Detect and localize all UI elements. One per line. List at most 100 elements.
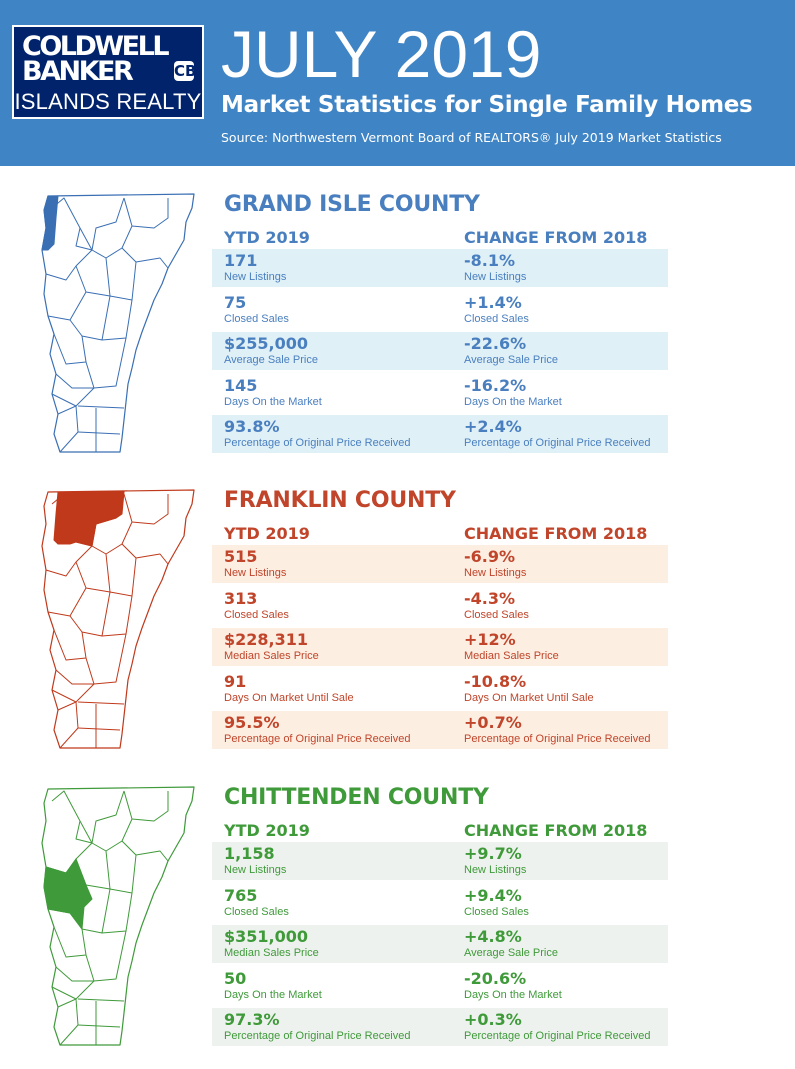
town-boundary (51, 197, 125, 251)
town-boundary (77, 431, 121, 435)
change-label: Average Sale Price (464, 947, 558, 959)
stat-row: 515 New Listings -6.9% New Listings (212, 545, 668, 583)
ytd-cell: $228,311 Median Sales Price (224, 628, 319, 663)
town-boundary (91, 521, 133, 555)
change-cell: -10.8% Days On Market Until Sale (464, 670, 594, 705)
ytd-column-header: YTD 2019 (224, 821, 310, 840)
stat-row: 765 Closed Sales +9.4% Closed Sales (212, 884, 668, 922)
town-boundary (47, 587, 87, 617)
change-cell: +4.8% Average Sale Price (464, 925, 558, 960)
change-label: Percentage of Original Price Received (464, 1030, 651, 1042)
change-cell: -22.6% Average Sale Price (464, 332, 558, 367)
stat-label: New Listings (224, 271, 287, 283)
stat-value: 313 (224, 588, 258, 608)
change-label: Percentage of Original Price Received (464, 437, 651, 449)
change-cell: -20.6% Days On the Market (464, 967, 562, 1002)
change-column-header: CHANGE FROM 2018 (464, 821, 648, 840)
town-boundary (57, 701, 77, 711)
change-column-header: CHANGE FROM 2018 (464, 524, 648, 543)
town-boundary (55, 373, 94, 389)
town-boundary (53, 629, 87, 661)
town-boundary (47, 291, 87, 321)
county-section-chittenden: CHITTENDEN COUNTY YTD 2019 CHANGE FROM 2… (0, 781, 795, 1051)
ytd-cell: 313 Closed Sales (224, 587, 289, 622)
town-boundary (101, 299, 133, 341)
stat-row: 95.5% Percentage of Original Price Receiv… (212, 711, 668, 749)
stat-value: 95.5% (224, 713, 280, 732)
change-label: Closed Sales (464, 312, 529, 325)
change-label: New Listings (464, 567, 527, 579)
change-label: Closed Sales (464, 608, 529, 621)
change-cell: -16.2% Days On the Market (464, 374, 562, 409)
stat-row: 1,158 New Listings +9.7% New Listings (212, 842, 668, 880)
stat-label: Percentage of Original Price Received (224, 733, 411, 745)
stat-value: 1,158 (224, 844, 275, 863)
stat-row: 75 Closed Sales +1.4% Closed Sales (212, 291, 668, 329)
change-cell: -6.9% New Listings (464, 545, 526, 580)
change-column-header: CHANGE FROM 2018 (464, 228, 648, 247)
change-label: Median Sales Price (464, 650, 559, 662)
town-boundary (45, 545, 93, 577)
stat-label: Days On the Market (224, 395, 322, 408)
town-boundary (101, 892, 133, 934)
change-value: +2.4% (464, 417, 522, 436)
stat-value: 93.8% (224, 417, 280, 436)
vermont-map-chittenden (41, 786, 195, 1046)
vermont-state-outline (41, 786, 195, 1046)
change-cell: -8.1% New Listings (464, 249, 526, 284)
town-boundary (123, 493, 169, 525)
town-boundary (75, 553, 111, 593)
stat-row: 93.8% Percentage of Original Price Receiv… (212, 415, 668, 453)
change-value: +0.3% (464, 1010, 522, 1029)
change-value: -4.3% (464, 588, 516, 608)
change-label: Percentage of Original Price Received (464, 733, 651, 745)
stat-value: 91 (224, 671, 247, 691)
town-boundary (77, 405, 125, 409)
stat-row: 171 New Listings -8.1% New Listings (212, 249, 668, 287)
logo-text-islands-realty: ISLANDS REALTY (14, 89, 202, 114)
vermont-map-grand-isle (41, 193, 195, 453)
change-value: +0.7% (464, 713, 522, 732)
change-value: -22.6% (464, 334, 527, 353)
town-boundary (51, 683, 95, 703)
stat-label: New Listings (224, 864, 287, 876)
stat-value: 97.3% (224, 1010, 280, 1029)
logo-text-coldwell: COLDWELL (22, 31, 170, 62)
county-name: GRAND ISLE COUNTY (224, 192, 480, 217)
stat-row: $228,311 Median Sales Price +12% Median Sal… (212, 628, 668, 666)
town-boundary (75, 257, 111, 297)
stat-value: 765 (224, 885, 258, 905)
change-label: New Listings (464, 864, 527, 876)
town-boundary (79, 820, 93, 844)
vermont-state-outline (41, 489, 195, 749)
change-value: -10.8% (464, 671, 527, 691)
town-boundary (69, 591, 111, 637)
change-value: +4.8% (464, 927, 522, 946)
change-cell: +9.4% Closed Sales (464, 884, 529, 919)
stat-label: Median Sales Price (224, 650, 319, 662)
town-boundary (77, 701, 125, 705)
change-cell: +2.4% Percentage of Original Price Receiv… (464, 415, 650, 450)
ytd-cell: 95.5% Percentage of Original Price Receiv… (224, 711, 410, 746)
town-boundary (91, 818, 133, 852)
change-value: +9.4% (464, 885, 522, 905)
vermont-map-franklin (41, 489, 195, 749)
town-boundary (55, 966, 94, 982)
stat-label: Closed Sales (224, 905, 289, 918)
stat-row: 145 Days On the Market -16.2% Days On the M… (212, 374, 668, 412)
stat-label: Average Sale Price (224, 354, 318, 366)
town-boundary (123, 790, 169, 822)
town-boundary (53, 926, 87, 958)
town-boundary (55, 669, 94, 685)
page-subtitle: Market Statistics for Single Family Home… (221, 92, 753, 118)
stat-label: New Listings (224, 567, 287, 579)
stat-label: Closed Sales (224, 608, 289, 621)
town-boundary (91, 225, 133, 259)
town-boundary (45, 842, 93, 874)
town-boundary (121, 840, 169, 862)
stat-value: 145 (224, 375, 258, 395)
town-boundary (77, 998, 125, 1002)
vermont-state-outline (41, 193, 195, 453)
change-cell: +0.7% Percentage of Original Price Receiv… (464, 711, 650, 746)
town-boundary (77, 727, 121, 731)
